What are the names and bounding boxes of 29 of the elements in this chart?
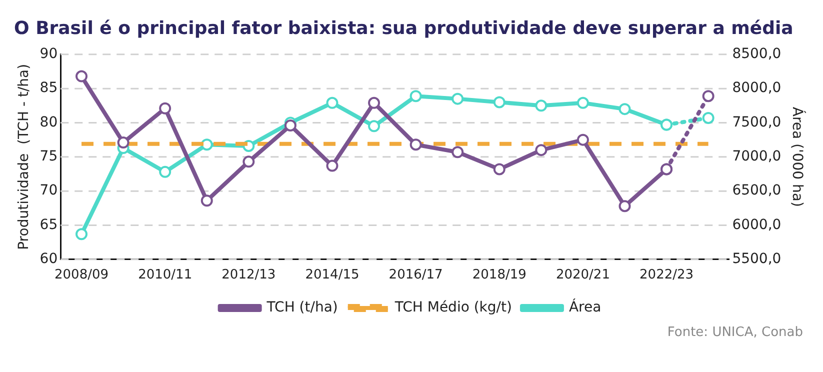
- x-tick-label: 2020/21: [556, 268, 610, 283]
- y2-tick-label: 7000,0: [732, 148, 782, 165]
- x-tick-label: 2012/13: [222, 268, 276, 283]
- y-axis-title: Produtividade (TCH - t/ha): [16, 64, 32, 250]
- source-note: Fonte: UNICA, Conab: [666, 325, 804, 340]
- y2-tick-label: 5500,0: [732, 251, 782, 268]
- y-tick-label: 85: [40, 80, 58, 96]
- y2-tick-label: 8000,0: [732, 80, 782, 96]
- chart-title: O Brasil é o principal fator baixista: sua produtividade deve superar a média: [13, 17, 794, 41]
- legend-label: Área: [568, 298, 602, 316]
- y-tick-label: 70: [40, 182, 58, 199]
- x-tick-label: 2014/15: [305, 268, 360, 283]
- legend-label: TCH (t/ha): [266, 300, 338, 316]
- x-tick-label: 2016/17: [388, 268, 443, 283]
- y2-tick-label: 6000,0: [732, 216, 782, 233]
- x-tick-label: 2022/23: [640, 268, 694, 283]
- x-tick-label: 2018/19: [472, 268, 526, 283]
- legend-label: TCH Médio (kg/t): [394, 300, 512, 316]
- x-tick-label: 2010/11: [138, 268, 192, 283]
- y-tick-label: 60: [40, 251, 58, 268]
- y2-tick-label: 7500,0: [732, 114, 782, 130]
- y-tick-label: 90: [40, 46, 58, 62]
- y2-tick-label: 8500,0: [732, 46, 782, 62]
- y-tick-label: 75: [40, 148, 58, 165]
- y2-tick-label: 6500,0: [732, 182, 782, 199]
- y-tick-label: 65: [40, 216, 58, 233]
- y-tick-label: 80: [40, 114, 58, 130]
- x-tick-label: 2008/09: [54, 268, 109, 283]
- y2-axis-title: Área ('000 ha): [788, 106, 806, 207]
